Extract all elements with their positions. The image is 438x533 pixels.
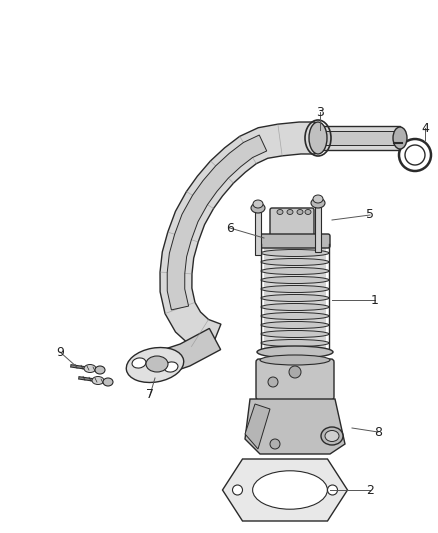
Ellipse shape [261, 340, 329, 346]
Ellipse shape [253, 200, 263, 208]
Ellipse shape [297, 209, 303, 214]
Bar [315, 207, 321, 252]
Ellipse shape [261, 349, 329, 356]
Text: 1: 1 [371, 294, 379, 306]
Polygon shape [245, 399, 345, 454]
Ellipse shape [261, 268, 329, 274]
Circle shape [270, 439, 280, 449]
Ellipse shape [261, 295, 329, 302]
Ellipse shape [257, 346, 333, 358]
Ellipse shape [325, 431, 339, 441]
Bar [255, 212, 261, 255]
Polygon shape [223, 459, 347, 521]
Ellipse shape [311, 198, 325, 208]
Ellipse shape [261, 240, 329, 247]
Circle shape [233, 485, 243, 495]
FancyBboxPatch shape [260, 234, 330, 248]
Text: 5: 5 [366, 208, 374, 222]
Ellipse shape [309, 122, 327, 154]
Circle shape [268, 377, 278, 387]
Bar [264, 244, 326, 352]
Text: 9: 9 [56, 345, 64, 359]
Polygon shape [245, 404, 270, 449]
Text: 6: 6 [226, 222, 234, 235]
Ellipse shape [305, 209, 311, 214]
Ellipse shape [253, 471, 327, 509]
Ellipse shape [261, 249, 329, 256]
Text: 3: 3 [316, 106, 324, 118]
Text: 7: 7 [146, 389, 154, 401]
Ellipse shape [261, 312, 329, 319]
Ellipse shape [92, 376, 104, 384]
Ellipse shape [321, 427, 343, 445]
Polygon shape [167, 135, 267, 310]
Ellipse shape [393, 127, 407, 149]
Ellipse shape [146, 356, 168, 372]
Ellipse shape [261, 277, 329, 284]
Ellipse shape [95, 366, 105, 374]
FancyBboxPatch shape [270, 208, 314, 240]
Ellipse shape [277, 209, 283, 214]
Ellipse shape [126, 348, 184, 383]
Text: 2: 2 [366, 483, 374, 497]
Ellipse shape [261, 303, 329, 311]
Polygon shape [160, 122, 315, 354]
Circle shape [405, 145, 425, 165]
Polygon shape [315, 126, 400, 150]
Ellipse shape [251, 203, 265, 213]
Ellipse shape [261, 330, 329, 337]
Ellipse shape [260, 355, 330, 365]
Ellipse shape [261, 259, 329, 265]
Ellipse shape [287, 209, 293, 214]
Ellipse shape [84, 365, 96, 373]
Text: 8: 8 [374, 425, 382, 439]
Text: 4: 4 [421, 122, 429, 134]
Ellipse shape [261, 286, 329, 293]
Circle shape [289, 366, 301, 378]
Circle shape [328, 485, 338, 495]
Ellipse shape [313, 195, 323, 203]
Ellipse shape [261, 321, 329, 328]
Polygon shape [158, 328, 221, 374]
Ellipse shape [164, 362, 178, 372]
Polygon shape [315, 131, 400, 145]
FancyBboxPatch shape [256, 359, 334, 400]
Ellipse shape [132, 358, 146, 368]
Ellipse shape [103, 378, 113, 386]
